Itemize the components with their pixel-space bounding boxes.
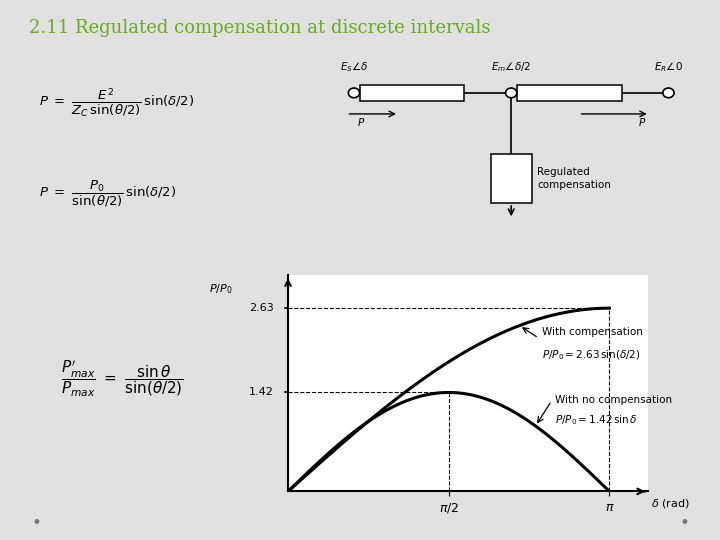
Text: $P\ =\ \dfrac{E^2}{Z_C\,\sin(\theta/2)}\,\sin(\delta/2)$: $P\ =\ \dfrac{E^2}{Z_C\,\sin(\theta/2)}\… [39, 86, 194, 119]
Bar [490, 154, 532, 203]
Circle shape [348, 88, 359, 98]
Text: $E_m\angle\delta/2$: $E_m\angle\delta/2$ [491, 60, 531, 74]
Bar [359, 85, 464, 101]
Text: $P/P_0$: $P/P_0$ [209, 282, 233, 296]
Text: Regulated
compensation: Regulated compensation [537, 167, 611, 190]
Text: 2.11 Regulated compensation at discrete intervals: 2.11 Regulated compensation at discrete … [29, 19, 490, 37]
Bar [517, 85, 621, 101]
Text: $P$: $P$ [357, 116, 366, 128]
Circle shape [505, 88, 517, 98]
Text: •: • [31, 514, 41, 532]
Text: $\dfrac{P^\prime_{max}}{P_{max}}\ =\ \dfrac{\sin\theta}{\sin(\theta/2)}$: $\dfrac{P^\prime_{max}}{P_{max}}\ =\ \df… [61, 359, 184, 399]
Circle shape [663, 88, 674, 98]
Text: $E_R\angle 0$: $E_R\angle 0$ [654, 60, 683, 74]
Text: 1.42: 1.42 [248, 388, 274, 397]
Text: $\delta$ (rad): $\delta$ (rad) [651, 497, 690, 510]
Text: 2.63: 2.63 [249, 303, 274, 313]
Text: With compensation: With compensation [542, 327, 643, 337]
Text: $E_S\angle\delta$: $E_S\angle\delta$ [340, 60, 368, 74]
Text: With no compensation: With no compensation [555, 395, 672, 405]
Text: $P/P_0 = 2.63\,\sin(\delta/2)$: $P/P_0 = 2.63\,\sin(\delta/2)$ [542, 348, 641, 362]
Text: $P$: $P$ [638, 116, 647, 128]
Text: $P/P_0 = 1.42\,\sin\delta$: $P/P_0 = 1.42\,\sin\delta$ [555, 413, 638, 427]
Text: $P\ =\ \dfrac{P_0}{\sin(\theta/2)}\,\sin(\delta/2)$: $P\ =\ \dfrac{P_0}{\sin(\theta/2)}\,\sin… [39, 179, 176, 209]
Text: •: • [679, 514, 689, 532]
